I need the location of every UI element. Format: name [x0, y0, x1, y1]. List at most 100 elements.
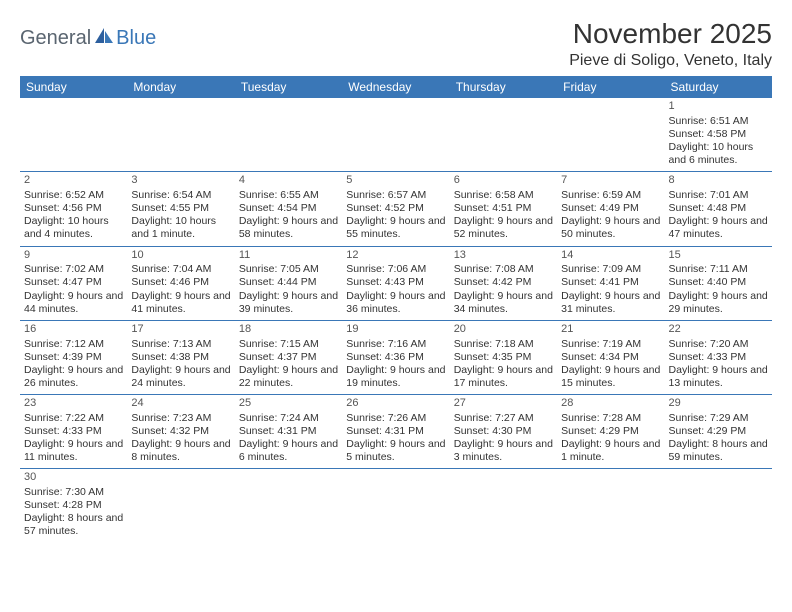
sunrise-line: Sunrise: 7:16 AM [346, 338, 445, 351]
daylight-line: Daylight: 9 hours and 6 minutes. [239, 438, 338, 464]
daylight-line: Daylight: 9 hours and 19 minutes. [346, 364, 445, 390]
month-title: November 2025 [569, 18, 772, 50]
calendar-cell: 11Sunrise: 7:05 AMSunset: 4:44 PMDayligh… [235, 246, 342, 320]
daylight-line: Daylight: 9 hours and 24 minutes. [131, 364, 230, 390]
sunrise-line: Sunrise: 7:04 AM [131, 263, 230, 276]
sunrise-line: Sunrise: 7:29 AM [669, 412, 768, 425]
daylight-line: Daylight: 9 hours and 8 minutes. [131, 438, 230, 464]
day-number: 20 [454, 323, 553, 337]
sunset-line: Sunset: 4:47 PM [24, 276, 123, 289]
sunrise-line: Sunrise: 6:55 AM [239, 189, 338, 202]
daylight-line: Daylight: 9 hours and 1 minute. [561, 438, 660, 464]
weekday-header: Sunday [20, 76, 127, 98]
sunset-line: Sunset: 4:46 PM [131, 276, 230, 289]
daylight-line: Daylight: 9 hours and 58 minutes. [239, 215, 338, 241]
day-number: 29 [669, 397, 768, 411]
sunrise-line: Sunrise: 7:22 AM [24, 412, 123, 425]
day-number: 8 [669, 174, 768, 188]
sunset-line: Sunset: 4:29 PM [561, 425, 660, 438]
daylight-line: Daylight: 9 hours and 52 minutes. [454, 215, 553, 241]
day-number: 16 [24, 323, 123, 337]
sunrise-line: Sunrise: 7:09 AM [561, 263, 660, 276]
sunset-line: Sunset: 4:31 PM [346, 425, 445, 438]
calendar-cell [450, 98, 557, 172]
sunrise-line: Sunrise: 7:15 AM [239, 338, 338, 351]
sunset-line: Sunset: 4:36 PM [346, 351, 445, 364]
sunset-line: Sunset: 4:33 PM [669, 351, 768, 364]
sunrise-line: Sunrise: 7:23 AM [131, 412, 230, 425]
sunset-line: Sunset: 4:58 PM [669, 128, 768, 141]
header: General Blue November 2025 Pieve di Soli… [20, 18, 772, 70]
logo-sail-icon [93, 26, 115, 51]
calendar-head: SundayMondayTuesdayWednesdayThursdayFrid… [20, 76, 772, 98]
sunset-line: Sunset: 4:35 PM [454, 351, 553, 364]
day-number: 15 [669, 249, 768, 263]
daylight-line: Daylight: 9 hours and 5 minutes. [346, 438, 445, 464]
calendar-cell: 13Sunrise: 7:08 AMSunset: 4:42 PMDayligh… [450, 246, 557, 320]
sunset-line: Sunset: 4:28 PM [24, 499, 123, 512]
day-number: 18 [239, 323, 338, 337]
daylight-line: Daylight: 9 hours and 36 minutes. [346, 290, 445, 316]
sunrise-line: Sunrise: 6:52 AM [24, 189, 123, 202]
sunset-line: Sunset: 4:48 PM [669, 202, 768, 215]
sunset-line: Sunset: 4:52 PM [346, 202, 445, 215]
logo-text-blue: Blue [116, 27, 156, 50]
calendar-cell [450, 469, 557, 543]
weekday-header: Friday [557, 76, 664, 98]
daylight-line: Daylight: 9 hours and 26 minutes. [24, 364, 123, 390]
calendar-cell: 4Sunrise: 6:55 AMSunset: 4:54 PMDaylight… [235, 172, 342, 246]
calendar-cell: 7Sunrise: 6:59 AMSunset: 4:49 PMDaylight… [557, 172, 664, 246]
calendar-cell: 1Sunrise: 6:51 AMSunset: 4:58 PMDaylight… [665, 98, 772, 172]
logo-text-general: General [20, 27, 91, 50]
calendar-body: 1Sunrise: 6:51 AMSunset: 4:58 PMDaylight… [20, 98, 772, 543]
weekday-header: Tuesday [235, 76, 342, 98]
sunset-line: Sunset: 4:34 PM [561, 351, 660, 364]
daylight-line: Daylight: 9 hours and 11 minutes. [24, 438, 123, 464]
sunrise-line: Sunrise: 7:06 AM [346, 263, 445, 276]
sunrise-line: Sunrise: 7:01 AM [669, 189, 768, 202]
calendar-cell: 15Sunrise: 7:11 AMSunset: 4:40 PMDayligh… [665, 246, 772, 320]
calendar-cell [557, 469, 664, 543]
day-number: 23 [24, 397, 123, 411]
calendar-cell: 14Sunrise: 7:09 AMSunset: 4:41 PMDayligh… [557, 246, 664, 320]
daylight-line: Daylight: 8 hours and 59 minutes. [669, 438, 768, 464]
calendar-cell: 23Sunrise: 7:22 AMSunset: 4:33 PMDayligh… [20, 395, 127, 469]
sunrise-line: Sunrise: 7:05 AM [239, 263, 338, 276]
sunset-line: Sunset: 4:41 PM [561, 276, 660, 289]
daylight-line: Daylight: 9 hours and 44 minutes. [24, 290, 123, 316]
day-number: 14 [561, 249, 660, 263]
sunset-line: Sunset: 4:30 PM [454, 425, 553, 438]
day-number: 13 [454, 249, 553, 263]
sunset-line: Sunset: 4:54 PM [239, 202, 338, 215]
day-number: 17 [131, 323, 230, 337]
daylight-line: Daylight: 9 hours and 41 minutes. [131, 290, 230, 316]
calendar-cell [235, 98, 342, 172]
calendar-cell [557, 98, 664, 172]
day-number: 9 [24, 249, 123, 263]
day-number: 22 [669, 323, 768, 337]
daylight-line: Daylight: 10 hours and 1 minute. [131, 215, 230, 241]
day-number: 10 [131, 249, 230, 263]
calendar-cell: 5Sunrise: 6:57 AMSunset: 4:52 PMDaylight… [342, 172, 449, 246]
location: Pieve di Soligo, Veneto, Italy [569, 52, 772, 70]
sunrise-line: Sunrise: 7:13 AM [131, 338, 230, 351]
calendar-cell: 27Sunrise: 7:27 AMSunset: 4:30 PMDayligh… [450, 395, 557, 469]
sunset-line: Sunset: 4:44 PM [239, 276, 338, 289]
calendar-cell: 12Sunrise: 7:06 AMSunset: 4:43 PMDayligh… [342, 246, 449, 320]
day-number: 19 [346, 323, 445, 337]
daylight-line: Daylight: 10 hours and 6 minutes. [669, 141, 768, 167]
daylight-line: Daylight: 10 hours and 4 minutes. [24, 215, 123, 241]
sunset-line: Sunset: 4:39 PM [24, 351, 123, 364]
day-number: 27 [454, 397, 553, 411]
day-number: 5 [346, 174, 445, 188]
sunrise-line: Sunrise: 7:11 AM [669, 263, 768, 276]
day-number: 2 [24, 174, 123, 188]
daylight-line: Daylight: 9 hours and 13 minutes. [669, 364, 768, 390]
daylight-line: Daylight: 9 hours and 55 minutes. [346, 215, 445, 241]
calendar-cell: 6Sunrise: 6:58 AMSunset: 4:51 PMDaylight… [450, 172, 557, 246]
weekday-header: Wednesday [342, 76, 449, 98]
sunrise-line: Sunrise: 7:28 AM [561, 412, 660, 425]
calendar-cell: 29Sunrise: 7:29 AMSunset: 4:29 PMDayligh… [665, 395, 772, 469]
sunrise-line: Sunrise: 6:54 AM [131, 189, 230, 202]
sunset-line: Sunset: 4:31 PM [239, 425, 338, 438]
